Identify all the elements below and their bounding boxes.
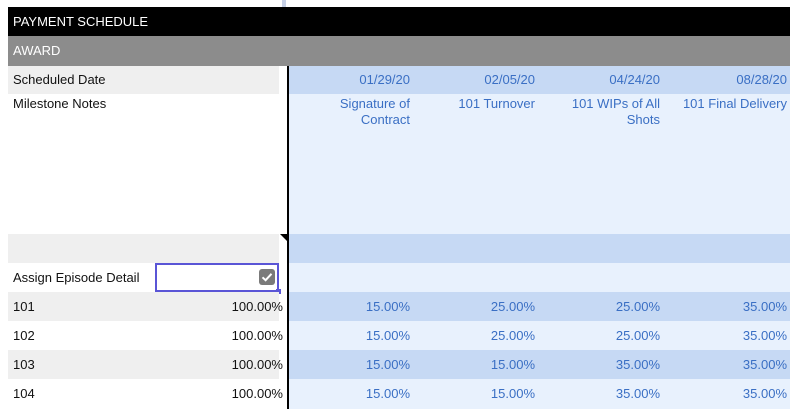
column-divider — [287, 263, 289, 292]
scheduled-date-row: Scheduled Date 01/29/20 02/05/20 04/24/2… — [8, 66, 790, 94]
percentage-cell[interactable]: 25.00% — [615, 328, 660, 343]
episode-total: 100.00% — [231, 299, 283, 314]
percentage-cell[interactable]: 35.00% — [615, 357, 660, 372]
payment-schedule-header: PAYMENT SCHEDULE — [8, 7, 790, 36]
milestone-notes-label: Milestone Notes — [13, 96, 107, 111]
column-divider — [287, 379, 289, 409]
percentage-cell[interactable]: 25.00% — [490, 299, 535, 314]
milestone-notes-label-cell: Milestone Notes — [8, 94, 279, 234]
percentage-cell[interactable]: 15.00% — [490, 357, 535, 372]
column-divider — [287, 350, 289, 379]
percentage-cell[interactable]: 15.00% — [365, 386, 410, 401]
payment-schedule-title: PAYMENT SCHEDULE — [13, 14, 149, 29]
milestone-notes-row: Milestone Notes Signature of Contract 10… — [8, 94, 790, 234]
episode-total: 100.00% — [231, 357, 283, 372]
milestone-note-cell[interactable]: 101 Turnover — [458, 96, 535, 111]
scheduled-date-values: 01/29/20 02/05/20 04/24/20 08/28/20 — [289, 66, 790, 94]
episode-label-cell[interactable]: 102 100.00% — [8, 321, 283, 350]
scheduled-date-cell[interactable]: 04/24/20 — [609, 72, 660, 87]
scheduled-date-cell[interactable]: 02/05/20 — [484, 72, 535, 87]
episode-row: 104 100.00% 15.00% 15.00% 35.00% 35.00% — [8, 379, 790, 409]
episode-name: 104 — [13, 386, 35, 401]
episode-total: 100.00% — [231, 328, 283, 343]
pane-splitter[interactable] — [282, 0, 286, 7]
fill-handle[interactable] — [276, 289, 281, 294]
assign-episode-values — [289, 263, 790, 292]
checkbox-checked-icon[interactable] — [259, 269, 275, 285]
column-divider — [287, 321, 289, 350]
percentage-cell[interactable]: 15.00% — [365, 328, 410, 343]
episode-label-cell[interactable]: 103 100.00% — [8, 350, 283, 379]
spacer-row — [8, 234, 790, 263]
scheduled-date-label-cell: Scheduled Date — [8, 66, 279, 94]
percentage-cell[interactable]: 25.00% — [615, 299, 660, 314]
percentage-cell[interactable]: 15.00% — [365, 299, 410, 314]
episode-name: 103 — [13, 357, 35, 372]
episode-values: 15.00% 25.00% 25.00% 35.00% — [289, 321, 790, 350]
percentage-cell[interactable]: 35.00% — [742, 328, 787, 343]
percentage-cell[interactable]: 35.00% — [742, 357, 787, 372]
milestone-note-cell[interactable]: Signature of Contract — [339, 96, 410, 127]
column-divider — [287, 234, 289, 263]
assign-episode-label: Assign Episode Detail — [13, 270, 140, 285]
episode-label-cell[interactable]: 101 100.00% — [8, 292, 283, 321]
percentage-cell[interactable]: 15.00% — [365, 357, 410, 372]
episode-name: 102 — [13, 328, 35, 343]
episode-name: 101 — [13, 299, 35, 314]
episode-total: 100.00% — [231, 386, 283, 401]
milestone-notes-values: Signature of Contract 101 Turnover 101 W… — [289, 94, 790, 234]
episode-label-cell[interactable]: 104 100.00% — [8, 379, 283, 409]
episode-row: 103 100.00% 15.00% 15.00% 35.00% 35.00% — [8, 350, 790, 379]
assign-episode-checkbox-cell[interactable] — [155, 263, 281, 294]
episode-values: 15.00% 15.00% 35.00% 35.00% — [289, 379, 790, 409]
percentage-cell[interactable]: 15.00% — [490, 386, 535, 401]
spacer-values — [289, 234, 790, 263]
percentage-cell[interactable]: 35.00% — [742, 386, 787, 401]
award-bar[interactable]: AWARD — [8, 36, 790, 66]
episode-row: 102 100.00% 15.00% 25.00% 25.00% 35.00% — [8, 321, 790, 350]
column-divider — [287, 94, 289, 234]
episode-values: 15.00% 15.00% 35.00% 35.00% — [289, 350, 790, 379]
column-divider — [287, 292, 289, 321]
percentage-cell[interactable]: 35.00% — [615, 386, 660, 401]
episode-row: 101 100.00% 15.00% 25.00% 25.00% 35.00% — [8, 292, 790, 321]
percentage-cell[interactable]: 25.00% — [490, 328, 535, 343]
scheduled-date-cell[interactable]: 08/28/20 — [736, 72, 787, 87]
episode-values: 15.00% 25.00% 25.00% 35.00% — [289, 292, 790, 321]
scheduled-date-cell[interactable]: 01/29/20 — [359, 72, 410, 87]
award-label: AWARD — [13, 43, 61, 58]
spacer-label-cell — [8, 234, 287, 263]
dropdown-corner-marker[interactable] — [280, 234, 287, 241]
column-divider — [287, 66, 289, 94]
scheduled-date-label: Scheduled Date — [13, 72, 106, 87]
percentage-cell[interactable]: 35.00% — [742, 299, 787, 314]
milestone-note-cell[interactable]: 101 Final Delivery — [682, 96, 787, 111]
assign-episode-label-cell: Assign Episode Detail — [8, 263, 281, 294]
milestone-note-cell[interactable]: 101 WIPs of All Shots — [571, 96, 660, 127]
assign-episode-row: Assign Episode Detail — [8, 263, 790, 294]
